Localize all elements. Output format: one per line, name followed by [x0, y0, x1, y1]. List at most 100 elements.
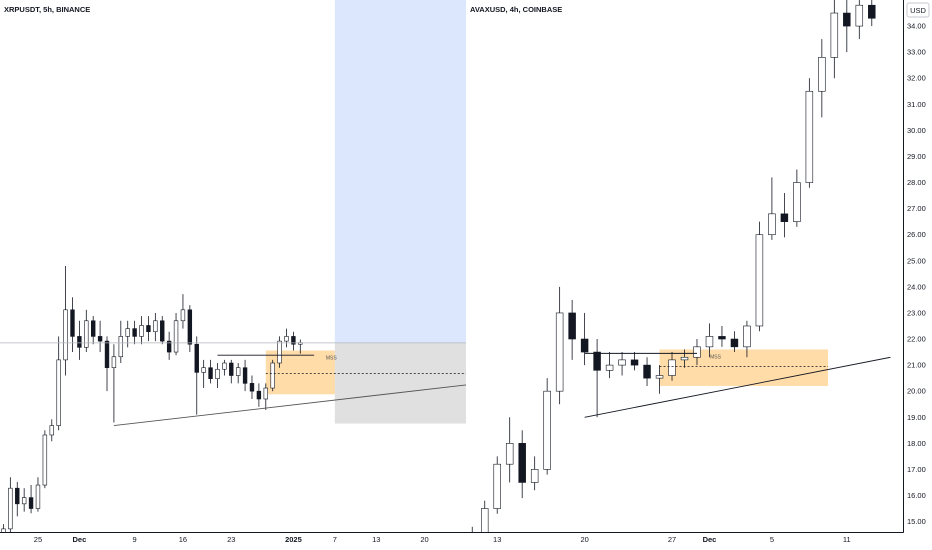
- candle: [256, 383, 262, 407]
- candle: [229, 359, 234, 384]
- candle: [70, 297, 75, 353]
- candle: [194, 336, 199, 415]
- candle: [1, 524, 6, 532]
- candle: [818, 39, 826, 118]
- x-tick-label: 13: [372, 535, 380, 544]
- candle: [768, 177, 776, 240]
- y-tick-label: 28.00: [907, 178, 926, 187]
- candle: [730, 331, 739, 353]
- candle: [618, 352, 626, 376]
- xrpusdt-chart[interactable]: MSS4.40004.20004.00003.80003.60003.40003…: [0, 0, 466, 550]
- candle: [277, 336, 282, 368]
- mss-zone: [659, 349, 829, 386]
- candle: [118, 320, 124, 364]
- y-tick-label: 26.00: [907, 230, 926, 239]
- x-tick-label: 16: [179, 535, 187, 544]
- y-tick-label: 15.00: [907, 517, 926, 526]
- x-tick-label: 25: [34, 535, 42, 544]
- y-tick-label: 34.00: [907, 22, 926, 31]
- candle: [530, 456, 539, 491]
- x-tick-label: 13: [493, 535, 501, 544]
- candle: [111, 344, 117, 423]
- candle: [180, 294, 186, 329]
- candle: [830, 0, 839, 79]
- mss-label: MSS: [710, 354, 722, 360]
- trend-line: [113, 384, 466, 427]
- chart-title: AVAXUSD, 4h, COINBASE: [470, 5, 562, 14]
- candle: [493, 456, 501, 514]
- candle: [160, 316, 165, 345]
- candle: [793, 169, 801, 227]
- candle: [153, 312, 158, 342]
- plot-area: MSS: [0, 0, 466, 532]
- y-tick-label: 19.00: [907, 413, 926, 422]
- x-tick-label: 27: [668, 535, 676, 544]
- candle: [805, 78, 814, 188]
- candle: [235, 363, 241, 384]
- x-tick-label: 20: [420, 535, 428, 544]
- candle: [568, 299, 576, 360]
- y-tick-label: 21.00: [907, 361, 926, 370]
- y-tick-label: 27.00: [907, 204, 926, 213]
- x-tick-label: 9: [133, 535, 137, 544]
- candle: [91, 316, 96, 345]
- candle: [249, 375, 255, 399]
- candle: [139, 316, 144, 345]
- x-tick-label: Dec: [703, 535, 717, 544]
- candle: [15, 481, 20, 517]
- candle: [868, 0, 876, 27]
- avaxusd-chart[interactable]: MSS 34.00 33.00 32.00 31.00 30.00 29.00 28.00 27…: [466, 0, 932, 550]
- candle: [270, 359, 275, 392]
- x-tick-label: 20: [580, 535, 588, 544]
- y-tick-label: 30.00: [907, 126, 926, 135]
- candle: [208, 359, 213, 384]
- candle: [284, 328, 289, 348]
- candle: [780, 192, 789, 238]
- y-tick-label: 16.00: [907, 491, 926, 500]
- mss-label: MSS: [326, 355, 338, 361]
- y-tick-label: 18.00: [907, 439, 926, 448]
- candle: [77, 320, 82, 360]
- chart-title: XRPUSDT, 5h, BINANCE: [4, 5, 90, 14]
- candle: [480, 500, 489, 532]
- candle: [755, 221, 764, 332]
- candle: [580, 312, 589, 366]
- x-tick-label: 23: [227, 535, 235, 544]
- candle: [705, 323, 714, 358]
- y-tick-label: 20.00: [907, 387, 926, 396]
- y-tick-label: 31.00: [907, 100, 926, 109]
- candle: [843, 0, 851, 53]
- candle: [291, 331, 296, 351]
- trend-line: [584, 356, 891, 418]
- y-tick-label: 25.00: [907, 256, 926, 265]
- candle: [855, 0, 864, 40]
- candle: [8, 477, 13, 532]
- y-tick-label: 29.00: [907, 152, 926, 161]
- projection-box: [334, 0, 466, 343]
- candle: [166, 331, 172, 360]
- candle: [471, 526, 473, 532]
- svg-text:USD: USD: [910, 6, 926, 15]
- candle: [125, 320, 130, 348]
- candle: [97, 320, 103, 353]
- candle: [201, 359, 206, 389]
- y-tick-label: 22.00: [907, 335, 926, 344]
- x-tick-label: Dec: [73, 535, 87, 544]
- projection-box: [334, 342, 466, 424]
- candle: [242, 359, 248, 392]
- candle: [173, 312, 179, 356]
- candle: [605, 352, 614, 379]
- candle: [518, 430, 526, 499]
- candle: [222, 359, 227, 376]
- candle: [215, 363, 220, 389]
- candle: [42, 430, 48, 489]
- candle: [643, 357, 651, 386]
- candle: [21, 488, 27, 512]
- x-tick-label: 7: [333, 535, 337, 544]
- candle: [187, 305, 193, 353]
- plot-area: MSS: [471, 0, 891, 532]
- candle: [263, 383, 268, 410]
- candle: [655, 365, 664, 394]
- candle: [63, 266, 68, 376]
- candle: [743, 320, 751, 358]
